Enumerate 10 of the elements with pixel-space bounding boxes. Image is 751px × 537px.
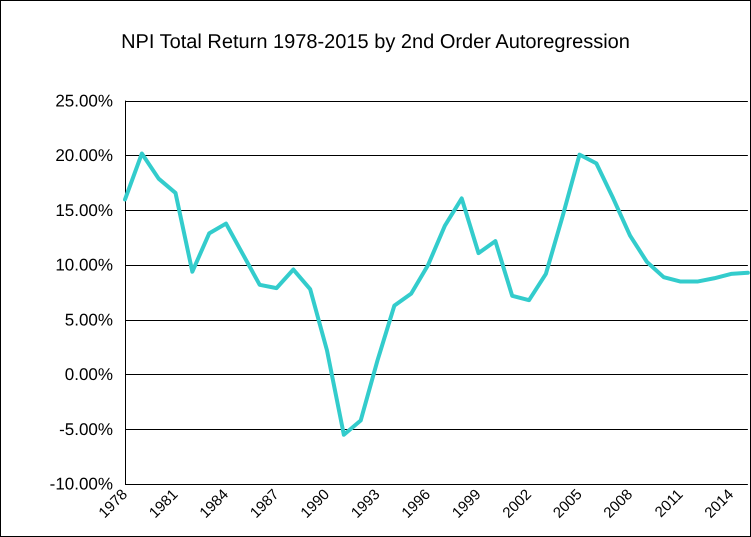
y-tick-label: 25.00% — [55, 92, 113, 110]
y-tick-label: 20.00% — [55, 146, 113, 166]
y-tick-label: 5.00% — [64, 310, 113, 330]
line-series — [123, 152, 750, 437]
y-tick-label: -5.00% — [59, 420, 113, 439]
y-tick-label: 0.00% — [64, 365, 113, 384]
y-tick-label: 10.00% — [55, 256, 113, 275]
y-tick-label: -10.00% — [50, 474, 113, 494]
chart-title: NPI Total Return 1978-2015 by 2nd Order Autoregression — [121, 31, 630, 53]
y-tick-label: 15.00% — [55, 200, 113, 220]
